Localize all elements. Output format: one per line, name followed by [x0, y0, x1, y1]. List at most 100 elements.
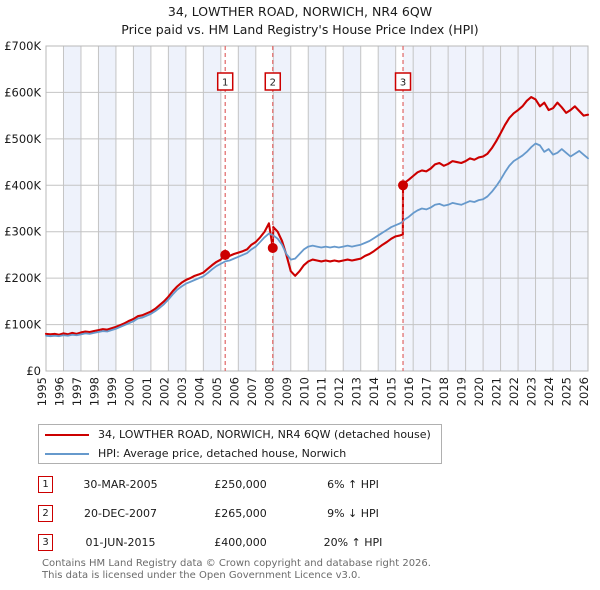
y-tick-label: £400K: [4, 178, 41, 192]
marker-badge-label: 3: [400, 78, 406, 89]
transaction-date-1: 30-MAR-2005: [83, 478, 158, 491]
transaction-badge-2: 2: [38, 505, 53, 522]
marker-badge[interactable]: [264, 72, 282, 91]
legend-swatch-property: [45, 433, 89, 436]
x-tick-label: 2019: [455, 377, 469, 406]
transaction-hpi-delta-3: 20% ↑ HPI: [323, 536, 383, 549]
y-tick-label: £600K: [4, 85, 41, 99]
transaction-price-3: £400,000: [214, 536, 267, 549]
transaction-date-2: 20-DEC-2007: [83, 507, 158, 520]
transaction-point[interactable]: [267, 242, 278, 253]
chart-legend: 34, LOWTHER ROAD, NORWICH, NR4 6QW (deta…: [38, 424, 442, 464]
x-tick-label: 1995: [35, 377, 49, 406]
transaction-badge-1: 1: [38, 476, 53, 493]
x-axis-labels: 1995 1996 1997 1998 1999 2000 2001 2002 2003 2004…: [35, 377, 591, 406]
footer-line-1: Contains HM Land Registry data © Crown c…: [42, 558, 431, 569]
x-tick-label: 2014: [367, 377, 381, 406]
transaction-badge-3: 3: [38, 534, 53, 551]
x-tick-label: 2023: [525, 377, 539, 406]
table-row: 1 30-MAR-2005 £250,000 6% ↑ HPI: [38, 470, 468, 499]
y-tick-label: £100K: [4, 318, 41, 332]
year-band: [98, 46, 116, 371]
transactions-table: 1 30-MAR-2005 £250,000 6% ↑ HPI 2 20-DEC…: [38, 470, 468, 557]
legend-item-property: 34, LOWTHER ROAD, NORWICH, NR4 6QW (deta…: [39, 425, 441, 444]
x-tick-label: 2022: [507, 377, 521, 406]
x-tick-label: 1996: [52, 377, 66, 406]
x-tick-label: 1999: [105, 377, 119, 406]
year-band: [308, 46, 326, 371]
y-tick-label: £0: [26, 364, 41, 378]
y-tick-label: £700K: [4, 39, 41, 53]
marker-badge[interactable]: [394, 72, 412, 91]
x-tick-label: 2012: [332, 377, 346, 406]
marker-badge[interactable]: [216, 72, 234, 91]
x-tick-label: 2025: [560, 377, 574, 406]
year-band: [343, 46, 361, 371]
x-tick-label: 2008: [262, 377, 276, 406]
legend-item-hpi: HPI: Average price, detached house, Norw…: [39, 444, 441, 463]
y-tick-label: £500K: [4, 132, 41, 146]
series-line-property: [44, 96, 590, 336]
x-tick-label: 1997: [70, 377, 84, 406]
year-band: [168, 46, 186, 371]
x-tick-label: 2004: [192, 377, 206, 406]
post-sale-band: [403, 46, 588, 371]
table-row: 2 20-DEC-2007 £265,000 9% ↓ HPI: [38, 499, 468, 528]
x-tick-label: 2003: [175, 377, 189, 406]
x-tick-label: 2011: [315, 377, 329, 406]
year-band: [133, 46, 151, 371]
marker-badge-label: 1: [222, 78, 228, 89]
x-tick-label: 2016: [402, 377, 416, 406]
transaction-price-1: £250,000: [214, 478, 267, 491]
page-title: 34, LOWTHER ROAD, NORWICH, NR4 6QW Price…: [0, 3, 600, 39]
transaction-date-3: 01-JUN-2015: [85, 536, 156, 549]
x-tick-label: 2001: [140, 377, 154, 406]
legend-label-hpi: HPI: Average price, detached house, Norw…: [98, 447, 347, 460]
legend-swatch-hpi: [45, 452, 89, 455]
transaction-hpi-delta-1: 6% ↑ HPI: [327, 478, 379, 491]
year-band: [203, 46, 221, 371]
footer-line-2: This data is licensed under the Open Gov…: [42, 570, 361, 581]
x-tick-label: 2005: [210, 377, 224, 406]
x-tick-label: 2002: [157, 377, 171, 406]
year-shading-bands: [63, 46, 588, 371]
y-tick-label: £300K: [4, 225, 41, 239]
transaction-points: [220, 180, 409, 260]
marker-badge-label: 2: [270, 78, 276, 89]
x-tick-label: 2007: [245, 377, 259, 406]
x-tick-label: 2006: [227, 377, 241, 406]
x-tick-label: 2017: [420, 377, 434, 406]
x-tick-label: 2021: [490, 377, 504, 406]
transaction-point[interactable]: [220, 249, 231, 260]
legend-label-property: 34, LOWTHER ROAD, NORWICH, NR4 6QW (deta…: [98, 428, 431, 441]
x-tick-label: 2009: [280, 377, 294, 406]
x-tick-label: 2013: [350, 377, 364, 406]
footer-attribution: Contains HM Land Registry data © Crown c…: [42, 558, 582, 582]
transaction-price-2: £265,000: [214, 507, 267, 520]
x-tick-label: 2020: [472, 377, 486, 406]
transaction-point[interactable]: [398, 180, 409, 191]
x-tick-label: 2024: [542, 377, 556, 406]
title-line-1: 34, LOWTHER ROAD, NORWICH, NR4 6QW: [167, 4, 433, 19]
y-tick-label: £200K: [4, 271, 41, 285]
table-row: 3 01-JUN-2015 £400,000 20% ↑ HPI: [38, 528, 468, 557]
x-tick-label: 2015: [385, 377, 399, 406]
year-band: [378, 46, 396, 371]
series-line-hpi: [45, 142, 589, 338]
chart-plot-area: £0 £100K £200K £300K £400K £500K £600K £700K 19…: [4, 39, 591, 406]
transaction-badges: 1 2 3: [216, 72, 412, 91]
x-tick-label: 1998: [87, 377, 101, 406]
plot-frame: [45, 45, 589, 372]
x-tick-label: 2010: [297, 377, 311, 406]
year-band: [238, 46, 256, 371]
transaction-marker-lines: [224, 46, 404, 371]
x-tick-label: 2000: [122, 377, 136, 406]
x-tick-label: 2026: [577, 377, 591, 406]
y-axis-labels: £0 £100K £200K £300K £400K £500K £600K £700K: [4, 39, 41, 378]
year-band: [63, 46, 81, 371]
data-series: [44, 96, 590, 338]
title-line-2: Price paid vs. HM Land Registry's House …: [121, 22, 479, 37]
transaction-hpi-delta-2: 9% ↓ HPI: [327, 507, 379, 520]
year-band: [273, 46, 291, 371]
